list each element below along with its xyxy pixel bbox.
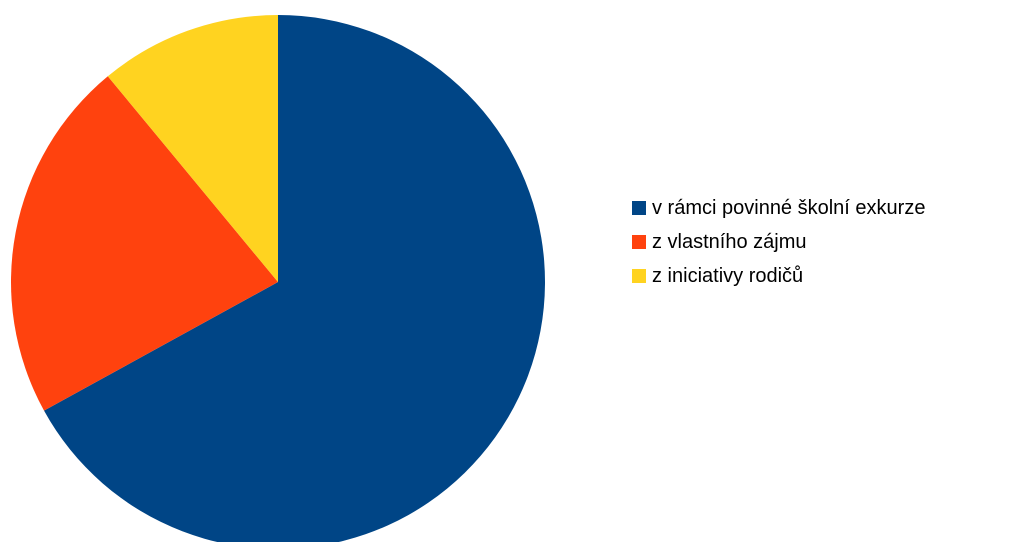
legend-label-1: v rámci povinné školní exkurze	[652, 197, 925, 219]
pie-slices	[11, 15, 545, 542]
legend-label-3: z iniciativy rodičů	[652, 265, 803, 287]
pie-slice-2	[11, 76, 279, 411]
legend-swatch-3	[632, 269, 646, 283]
pie-slice-1	[44, 15, 545, 542]
legend-label-2: z vlastního zájmu	[652, 231, 807, 253]
legend-swatch-1	[632, 201, 646, 215]
legend-item-1: v rámci povinné školní exkurze	[632, 197, 925, 219]
legend-item-3: z iniciativy rodičů	[632, 265, 803, 287]
legend-item-2: z vlastního zájmu	[632, 231, 807, 253]
legend: v rámci povinné školní exkurze z vlastníh…	[632, 197, 925, 287]
legend-swatch-2	[632, 235, 646, 249]
pie-slice-3	[107, 15, 278, 282]
